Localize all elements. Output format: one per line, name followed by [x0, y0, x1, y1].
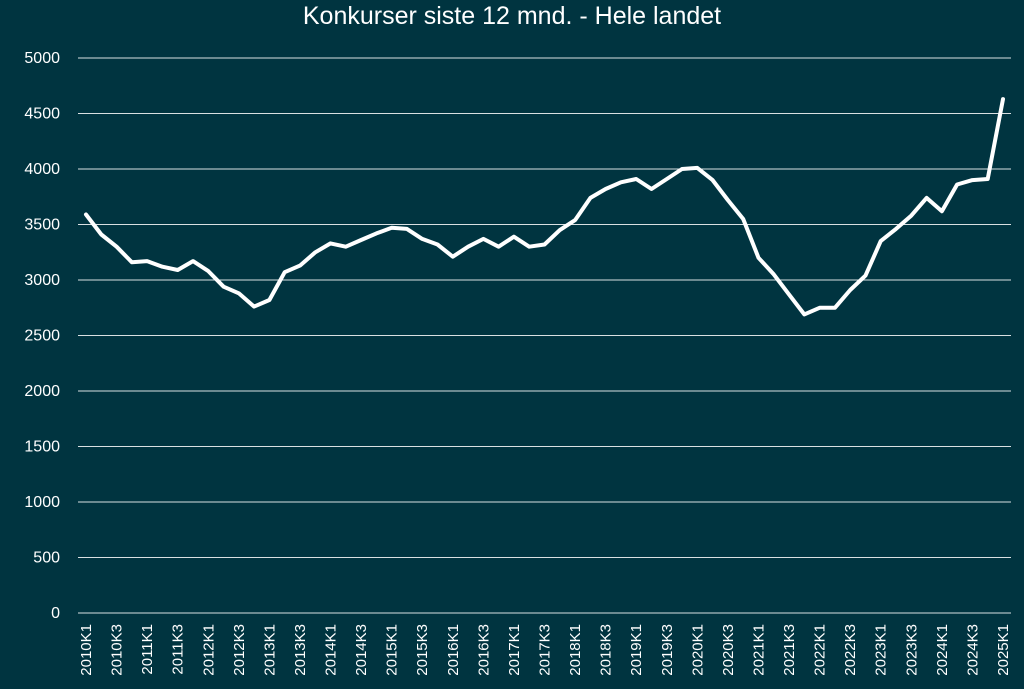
x-tick-label: 2015K3 — [414, 624, 431, 676]
x-tick-label: 2021K3 — [781, 624, 798, 676]
x-tick-label: 2021K1 — [750, 624, 767, 676]
x-tick-label: 2011K1 — [139, 624, 156, 675]
y-tick-label: 500 — [33, 550, 60, 567]
x-tick-label: 2010K1 — [78, 624, 95, 676]
y-tick-label: 0 — [51, 605, 60, 622]
y-tick-label: 3000 — [24, 272, 60, 289]
x-tick-label: 2015K1 — [384, 624, 401, 676]
y-axis-ticks: 0 500 1000 1500 2000 2500 3000 3500 4000 4500 5000 — [24, 50, 60, 622]
x-tick-label: 2025K1 — [995, 624, 1012, 676]
y-tick-label: 1500 — [24, 439, 60, 456]
y-tick-label: 4000 — [24, 161, 60, 178]
x-tick-label: 2012K1 — [200, 624, 217, 676]
chart-title: Konkurser siste 12 mnd. - Hele landet — [302, 2, 722, 30]
x-tick-label: 2020K1 — [689, 624, 706, 676]
x-tick-label: 2010K3 — [109, 624, 126, 676]
x-tick-label: 2016K1 — [445, 624, 462, 676]
x-tick-label: 2018K1 — [567, 624, 584, 676]
x-tick-label: 2024K3 — [964, 624, 981, 676]
x-tick-label: 2013K1 — [261, 624, 278, 676]
x-tick-label: 2012K3 — [231, 624, 248, 676]
x-tick-label: 2017K3 — [537, 624, 554, 676]
y-tick-label: 5000 — [24, 50, 60, 67]
x-axis-ticks: 2010K1 2010K3 2011K1 2011K3 2012K1 2012K3 2013… — [78, 624, 1012, 676]
series-line — [84, 97, 1005, 317]
x-tick-label: 2011K3 — [170, 624, 187, 675]
x-tick-label: 2018K3 — [598, 624, 615, 676]
x-tick-label: 2017K1 — [506, 624, 523, 676]
x-tick-label: 2022K3 — [842, 624, 859, 676]
x-tick-label: 2016K3 — [475, 624, 492, 676]
gridlines — [78, 57, 1011, 614]
x-tick-label: 2014K1 — [323, 624, 340, 676]
x-tick-label: 2023K3 — [903, 624, 920, 676]
x-tick-label: 2014K3 — [353, 624, 370, 676]
series-layer — [84, 97, 1005, 317]
x-tick-label: 2013K3 — [292, 624, 309, 676]
x-tick-label: 2024K1 — [934, 624, 951, 676]
y-tick-label: 3500 — [24, 217, 60, 234]
y-tick-label: 1000 — [24, 494, 60, 511]
x-tick-label: 2023K1 — [873, 624, 890, 676]
x-tick-label: 2022K1 — [812, 624, 829, 676]
x-tick-label: 2019K1 — [628, 624, 645, 676]
x-tick-label: 2019K3 — [659, 624, 676, 676]
y-tick-label: 2000 — [24, 383, 60, 400]
y-tick-label: 4500 — [24, 106, 60, 123]
x-tick-label: 2020K3 — [720, 624, 737, 676]
y-tick-label: 2500 — [24, 328, 60, 345]
